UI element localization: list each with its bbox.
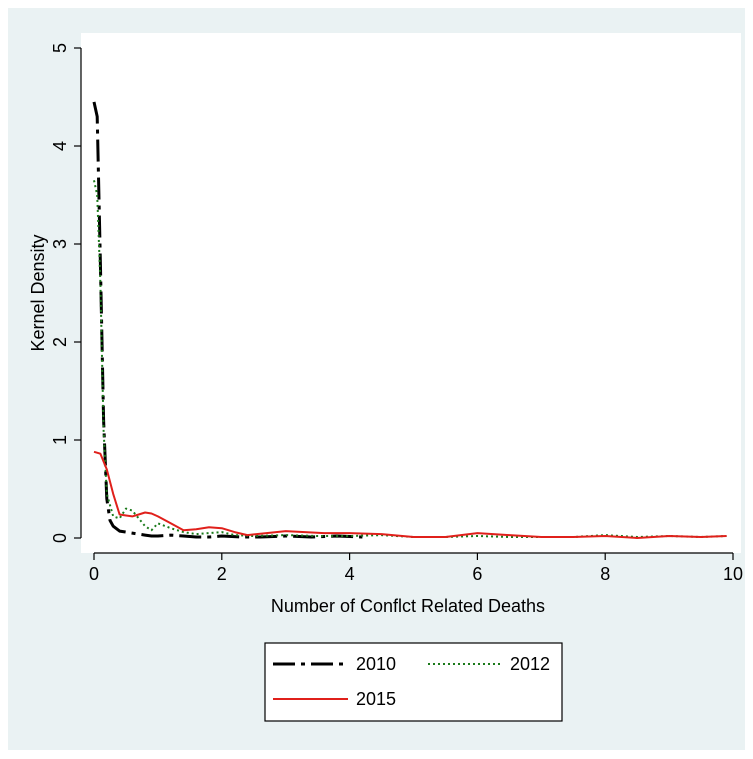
y-tick-label: 2 [50, 337, 70, 347]
y-tick-label: 0 [50, 533, 70, 543]
series-line-2015 [93, 450, 727, 539]
y-tick-label: 1 [50, 435, 70, 445]
series-lines [92, 101, 727, 539]
x-tick-label: 8 [600, 564, 610, 584]
x-tick-label: 4 [345, 564, 355, 584]
legend-label-2010: 2010 [356, 654, 396, 674]
legend-box [264, 642, 563, 722]
x-axis: 0 2 4 6 8 10 [89, 552, 743, 584]
plot-area [81, 33, 741, 553]
y-axis: 0 1 2 3 4 5 [50, 43, 82, 543]
x-tick-label: 10 [723, 564, 743, 584]
legend-label-2015: 2015 [356, 689, 396, 709]
series-line-2010 [92, 101, 363, 539]
legend-label-2012: 2012 [510, 654, 550, 674]
y-tick-label: 4 [50, 141, 70, 151]
y-tick-label: 5 [50, 43, 70, 53]
y-axis-label: Kernel Density [28, 234, 48, 351]
legend: 2010 2012 2015 [264, 642, 563, 722]
x-tick-label: 2 [217, 564, 227, 584]
x-axis-label: Number of Conflct Related Deaths [271, 596, 545, 616]
y-tick-label: 3 [50, 239, 70, 249]
x-tick-label: 0 [89, 564, 99, 584]
x-tick-label: 6 [472, 564, 482, 584]
